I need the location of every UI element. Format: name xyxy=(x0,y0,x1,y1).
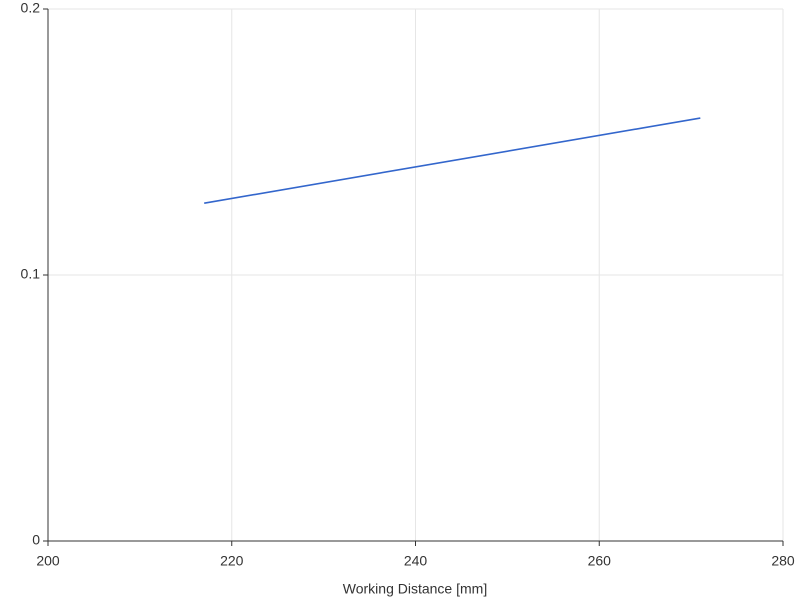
data-line xyxy=(204,117,701,204)
x-tick-label: 240 xyxy=(404,553,428,569)
y-tick-label: 0 xyxy=(32,532,40,548)
x-tick-label: 260 xyxy=(588,553,612,569)
x-tick-label: 280 xyxy=(771,553,795,569)
x-tick-label: 220 xyxy=(220,553,244,569)
x-axis-label: Working Distance [mm] xyxy=(343,581,487,597)
y-tick-label: 0.2 xyxy=(21,0,41,16)
y-tick-label: 0.1 xyxy=(21,266,41,282)
x-tick-label: 200 xyxy=(36,553,60,569)
